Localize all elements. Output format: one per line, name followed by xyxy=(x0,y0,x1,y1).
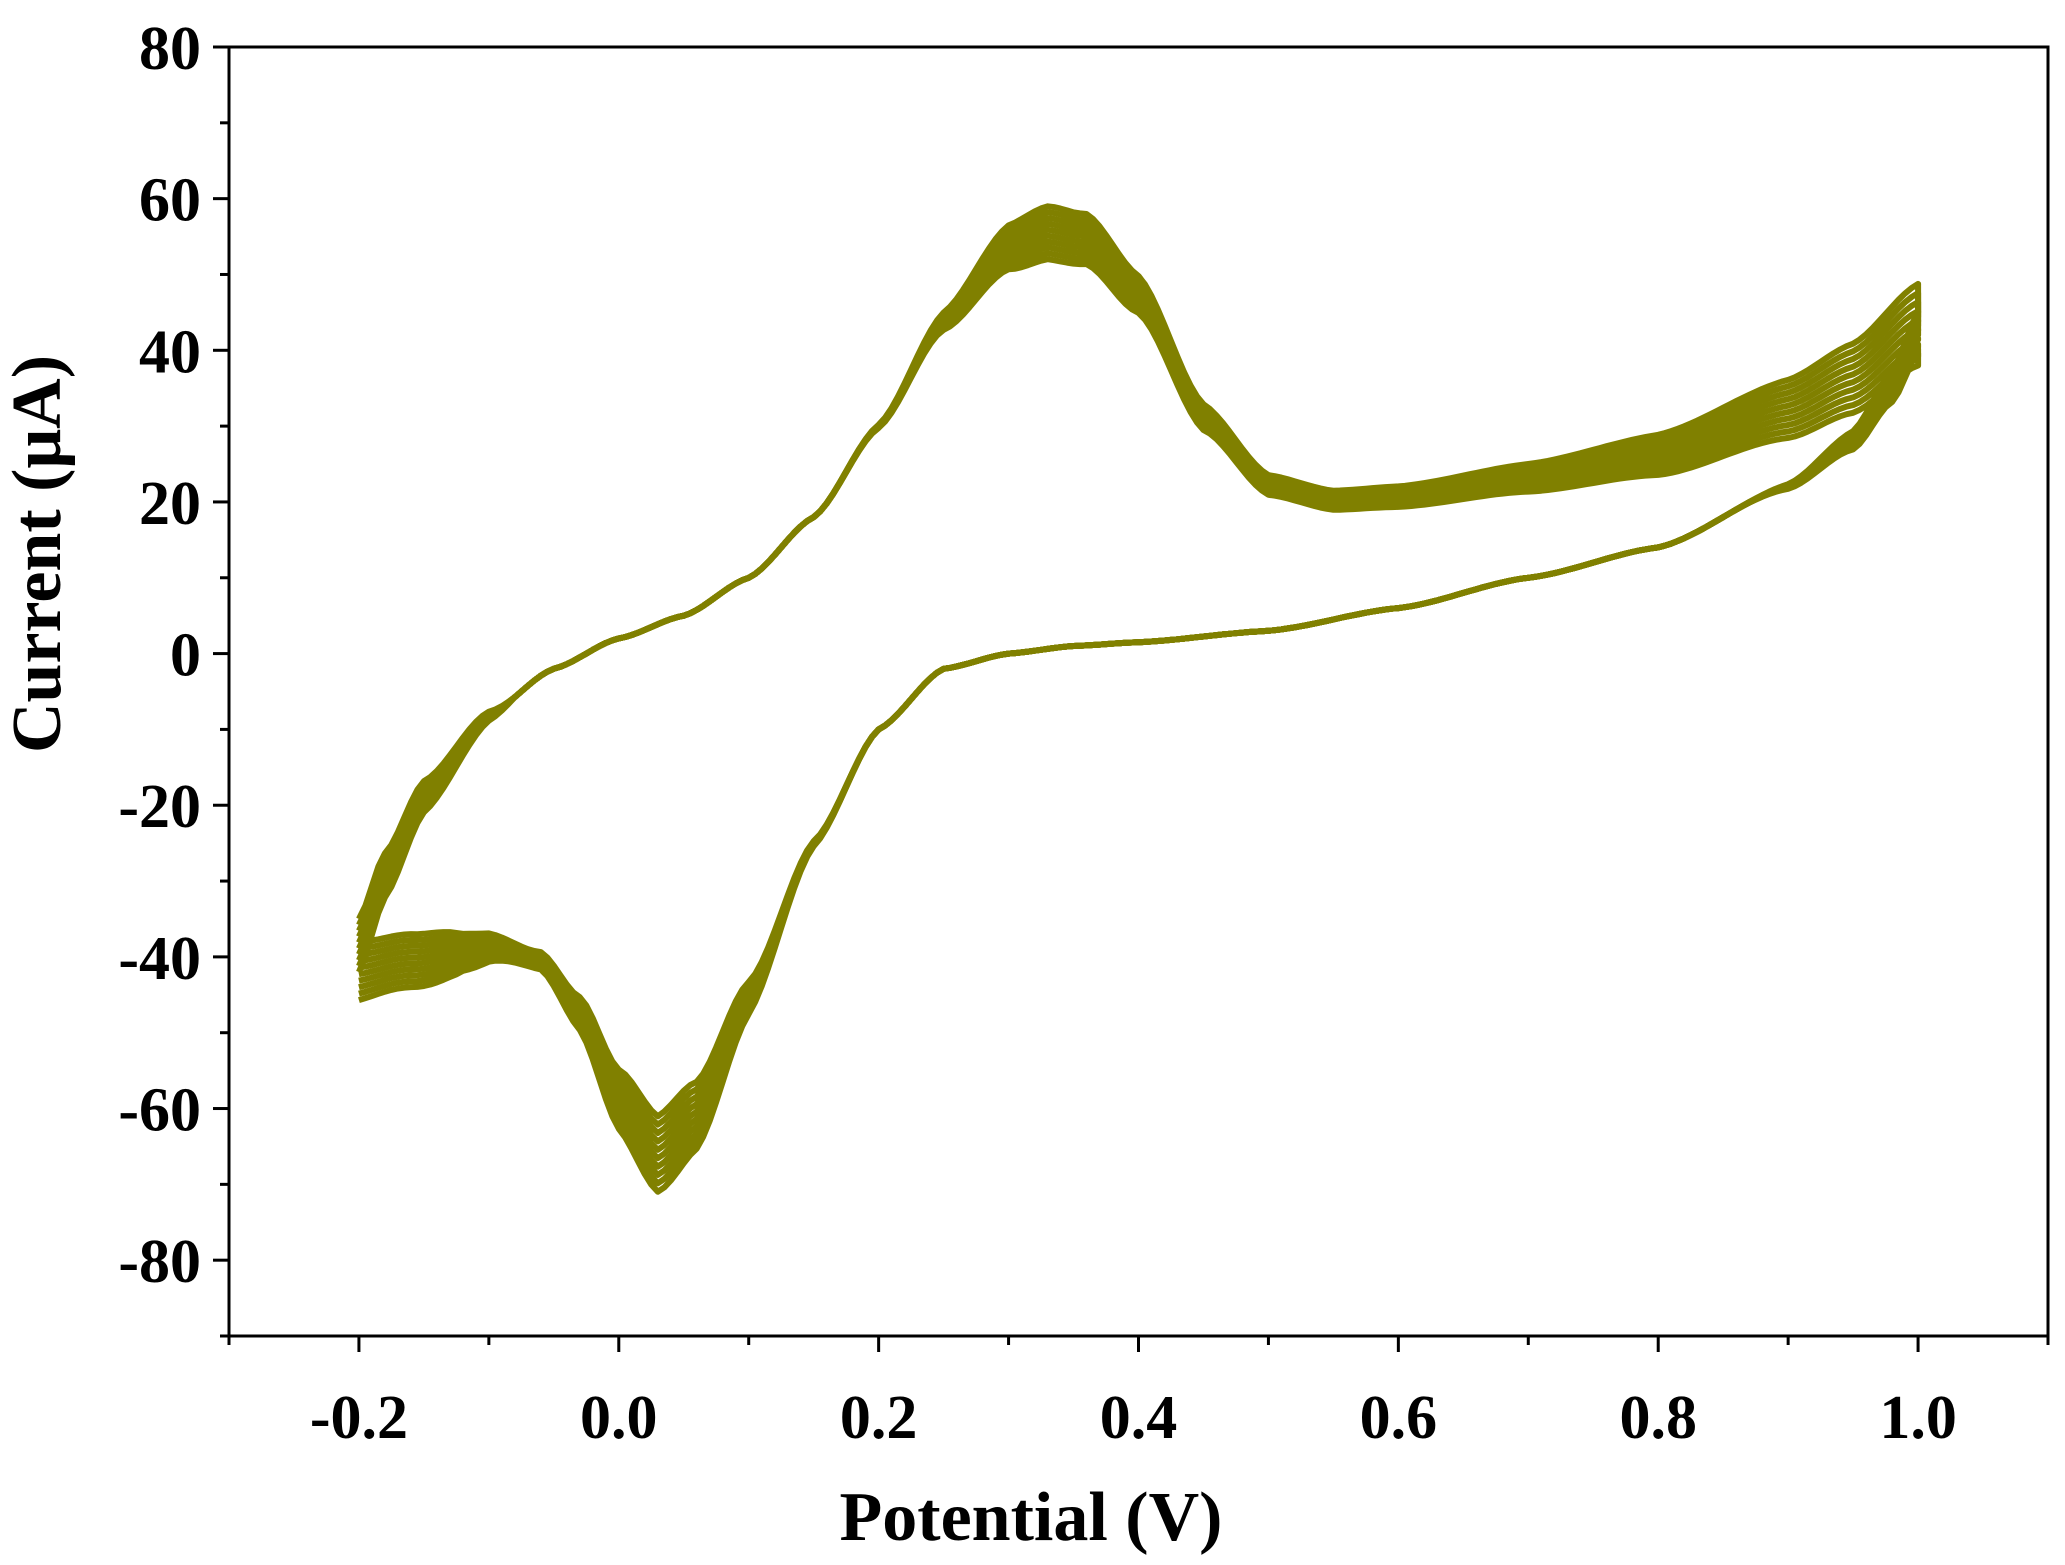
y-tick-label: 60 xyxy=(139,167,201,235)
y-axis-title: Current (μA) xyxy=(0,355,76,753)
y-tick-label: 0 xyxy=(170,622,201,690)
y-tick-label: -60 xyxy=(118,1077,201,1145)
x-tick-label: 1.0 xyxy=(1879,1384,1957,1452)
plot-frame xyxy=(227,45,2050,1338)
cv-cycle-line xyxy=(356,238,1922,1145)
cv-cycle-line xyxy=(356,244,1922,1136)
y-tick-label: -20 xyxy=(118,773,201,841)
x-tick-label: 0.4 xyxy=(1100,1384,1178,1452)
x-tick-label: -0.2 xyxy=(310,1384,408,1452)
y-tick-label: -40 xyxy=(118,925,201,993)
cv-cycle-line xyxy=(356,203,1922,1195)
cv-cycle-line xyxy=(356,250,1922,1128)
x-tick-label: 0.6 xyxy=(1360,1384,1438,1452)
y-tick-label: 80 xyxy=(139,15,201,83)
x-tick-label: 0.8 xyxy=(1619,1384,1697,1452)
y-tick-label: 20 xyxy=(139,470,201,538)
x-axis: -0.2 0.0 0.2 0.4 0.6 0.8 1.0 xyxy=(227,1336,2050,1452)
y-tick-label: -80 xyxy=(118,1228,201,1296)
y-axis: 80 60 40 20 0 -20 -40 -60 -80 xyxy=(118,15,229,1338)
cv-cycle-line xyxy=(356,256,1922,1120)
x-tick-label: 0.2 xyxy=(840,1384,918,1452)
plot-area-border xyxy=(227,45,2050,1338)
x-tick-label: 0.0 xyxy=(580,1384,658,1452)
cv-curves xyxy=(356,203,1922,1195)
y-tick-label: 40 xyxy=(139,318,201,386)
x-axis-title: Potential (V) xyxy=(840,1479,1223,1556)
